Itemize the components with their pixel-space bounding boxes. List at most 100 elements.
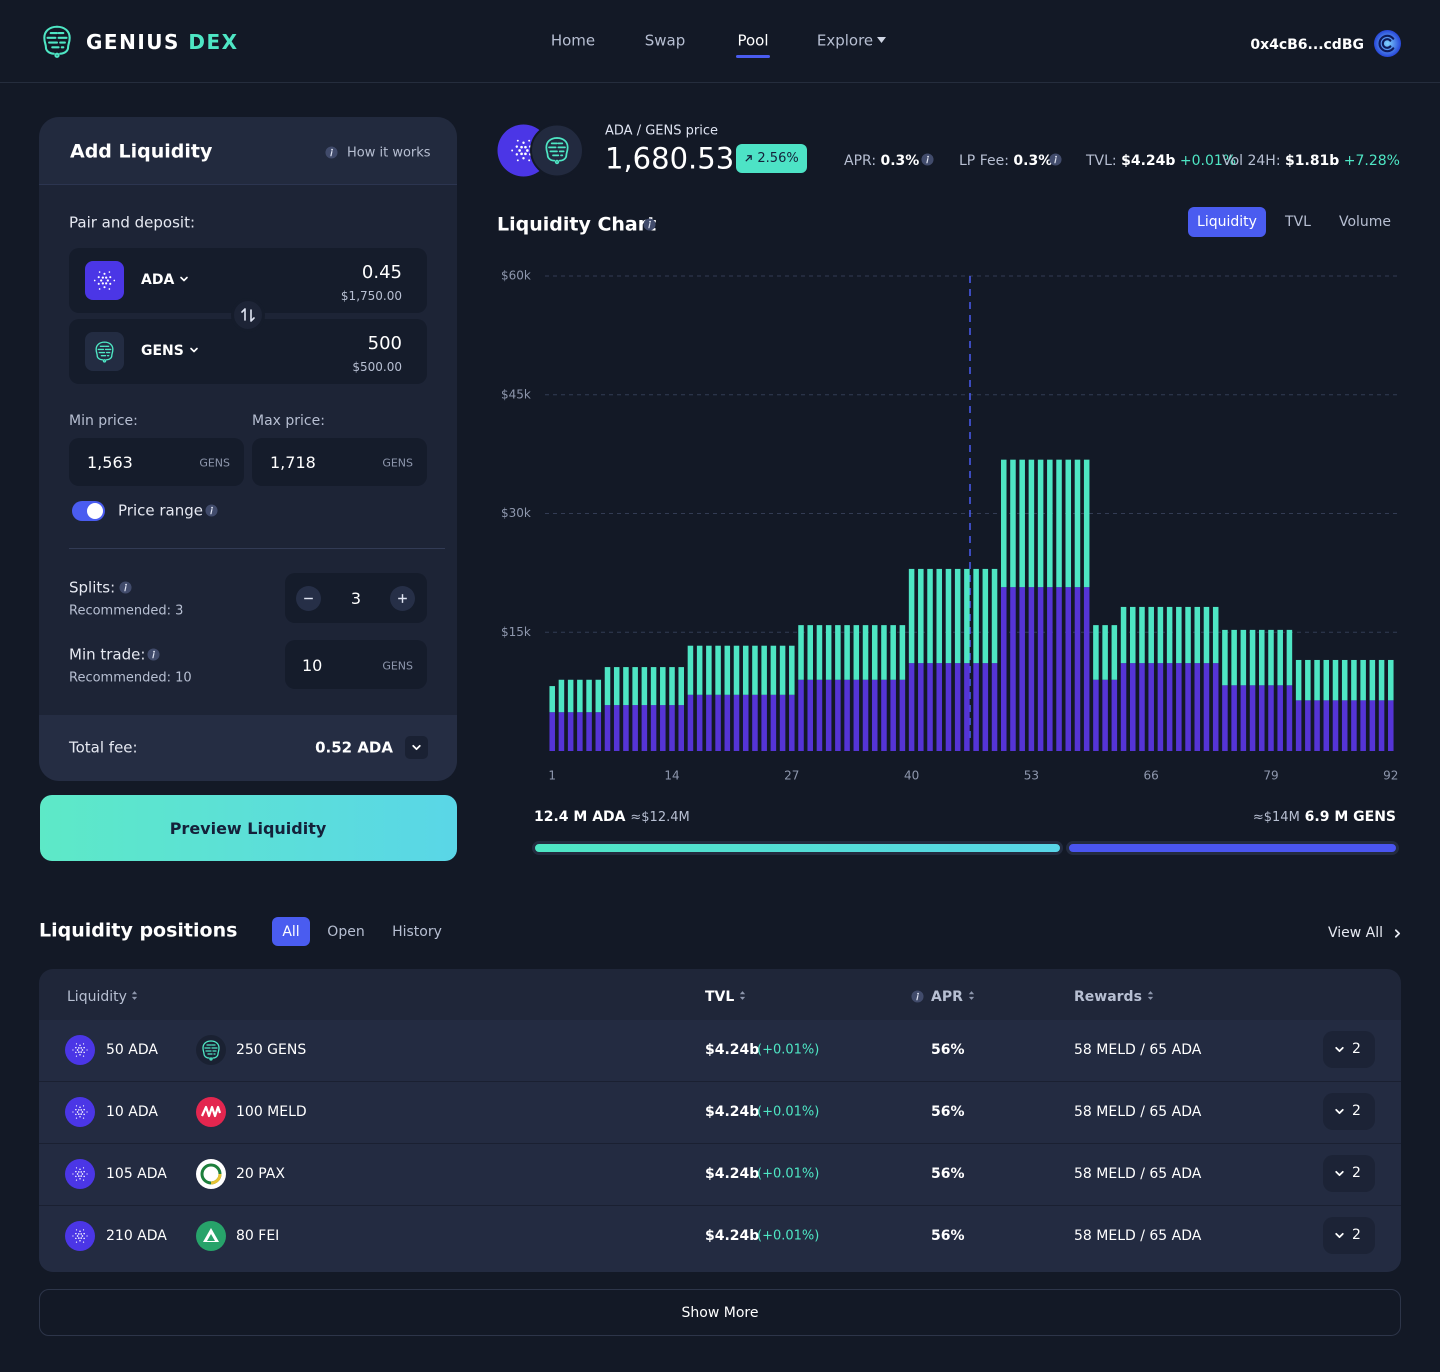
- bar-segment: [696, 694, 703, 751]
- chart-tab: Liquidity: [1197, 214, 1257, 230]
- token-icon-ada: [65, 1035, 95, 1065]
- min-trade-input[interactable]: [285, 640, 427, 689]
- show-more-button[interactable]: [39, 1289, 1401, 1336]
- expand-button[interactable]: 2: [1323, 1031, 1375, 1068]
- chart-tab[interactable]: Volume: [1338, 214, 1392, 230]
- preview-button-label: Preview Liquidity: [169, 819, 327, 838]
- y-tick-label: $15k: [501, 625, 531, 639]
- bar-segment: [936, 568, 943, 664]
- bar-segment: [770, 645, 777, 695]
- x-tick-label: 1: [548, 769, 556, 783]
- price-input[interactable]: [252, 438, 427, 486]
- token-icon-ada: [65, 1159, 95, 1189]
- stat-value: 0.3%: [1013, 153, 1053, 169]
- bar-segment: [1028, 459, 1035, 588]
- stat-value: $4.24b: [1121, 153, 1176, 169]
- nav-link[interactable]: Swap: [644, 31, 686, 50]
- bar-segment: [733, 694, 740, 751]
- wallet-address[interactable]: 0x4cB6...cdBG: [1250, 37, 1364, 53]
- chart-tab[interactable]: TVL: [1285, 214, 1311, 230]
- bar-segment: [706, 694, 712, 751]
- bar-segment: [1314, 700, 1320, 751]
- stepper-minus[interactable]: [296, 586, 321, 611]
- fee-expand[interactable]: [405, 736, 428, 759]
- bar-segment: [927, 568, 933, 664]
- token-icon: [196, 1221, 226, 1251]
- view-all[interactable]: View All: [1327, 925, 1383, 941]
- help-link[interactable]: How it works: [347, 145, 431, 161]
- tvl: $4.24b: [705, 1228, 760, 1244]
- bar-segment: [1083, 587, 1090, 751]
- info-icon: [147, 648, 160, 661]
- bar-segment: [1102, 679, 1108, 751]
- toggle[interactable]: [72, 501, 105, 521]
- bar-segment: [1129, 606, 1136, 664]
- bar-segment: [604, 705, 611, 751]
- positions-tab[interactable]: History: [392, 924, 442, 940]
- bar-segment: [982, 568, 989, 664]
- x-tick-label: 14: [664, 769, 679, 783]
- bar-segment: [586, 712, 592, 751]
- logo[interactable]: GENIUS DEX: [86, 32, 239, 52]
- price-input[interactable]: [69, 438, 244, 486]
- bar-segment: [1010, 459, 1016, 588]
- pair-label: ADA / GENS price: [605, 123, 718, 139]
- bar-segment: [623, 705, 629, 751]
- bar-segment: [1120, 606, 1127, 664]
- column-header[interactable]: Liquidity: [67, 990, 138, 1004]
- token-amount[interactable]: 0.45: [361, 262, 402, 283]
- token-usd: $500.00: [352, 360, 402, 374]
- bar-segment: [1222, 685, 1228, 751]
- column-header[interactable]: TVL: [705, 990, 746, 1004]
- bar-segment: [1148, 606, 1154, 664]
- nav-link-active[interactable]: Pool: [737, 31, 769, 50]
- section-label: Pair and deposit:: [69, 213, 196, 232]
- token-selector[interactable]: GENS: [141, 344, 199, 358]
- swap-button[interactable]: [231, 298, 265, 332]
- bar-segment: [954, 568, 961, 664]
- token-amount[interactable]: 500: [367, 333, 402, 354]
- bar-segment: [1000, 587, 1007, 751]
- reserve-usd: ≈$14M: [1252, 810, 1300, 825]
- column-header[interactable]: Rewards: [1074, 990, 1154, 1004]
- bar-segment: [871, 625, 878, 680]
- bar-segment: [632, 705, 638, 751]
- bar-segment: [945, 568, 952, 664]
- positions-tab-active[interactable]: [272, 917, 310, 946]
- row-divider: [39, 1143, 1401, 1144]
- column-title: Rewards: [1074, 989, 1142, 1005]
- bar-segment: [908, 663, 915, 751]
- column-header[interactable]: APR: [931, 990, 975, 1004]
- divider: [69, 548, 445, 549]
- expand-button[interactable]: 2: [1323, 1093, 1375, 1130]
- dropdown-caret: [877, 37, 886, 43]
- card-header: [39, 117, 457, 185]
- bar-segment: [1277, 685, 1283, 751]
- wallet-avatar[interactable]: [1374, 30, 1401, 57]
- bar-segment: [1157, 663, 1164, 751]
- bar-segment: [1369, 659, 1376, 701]
- chart-tab-active[interactable]: [1188, 207, 1266, 237]
- nav-link[interactable]: Home: [550, 31, 596, 50]
- bar-segment: [982, 663, 989, 751]
- logo-icon[interactable]: [38, 22, 76, 60]
- token-a: 105 ADA: [106, 1166, 167, 1182]
- bar-segment: [1286, 629, 1293, 686]
- preview-button[interactable]: [40, 795, 457, 861]
- bar-segment: [687, 645, 694, 695]
- positions-tab[interactable]: Open: [327, 924, 365, 940]
- bar-segment: [761, 645, 767, 695]
- nav-link[interactable]: Explore: [816, 31, 874, 50]
- token-b: 100 MELD: [236, 1104, 307, 1120]
- token-a: 10 ADA: [106, 1104, 158, 1120]
- bar-segment: [1332, 659, 1339, 701]
- token-selector[interactable]: ADA: [141, 273, 189, 287]
- bar-segment: [1268, 629, 1274, 686]
- stepper-plus[interactable]: [390, 586, 415, 611]
- bar-segment: [1019, 459, 1025, 588]
- bar-segment: [1129, 663, 1136, 751]
- expand-button[interactable]: 2: [1323, 1217, 1375, 1254]
- expand-button[interactable]: 2: [1323, 1155, 1375, 1192]
- bar-segment: [687, 694, 694, 751]
